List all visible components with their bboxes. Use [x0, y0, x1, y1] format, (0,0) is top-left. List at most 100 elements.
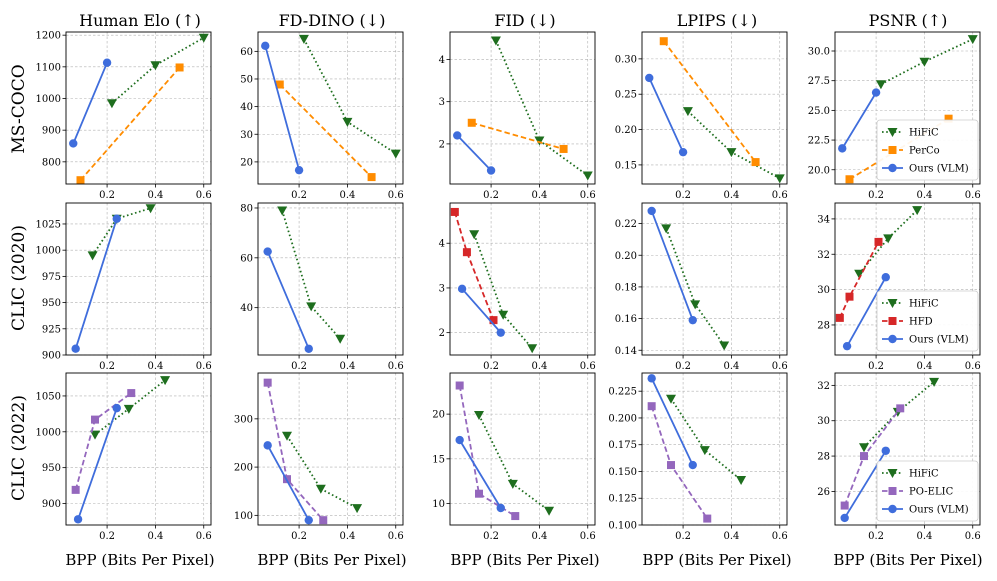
x-tick-label: 0.4 — [916, 190, 932, 201]
panel-frame — [449, 372, 596, 526]
data-point-ours-vlm — [647, 206, 656, 216]
data-point-hific — [527, 344, 538, 354]
y-tick-label: 900 — [42, 351, 61, 362]
panel-frame — [257, 372, 404, 526]
x-axis-labels: BPP (Bits Per Pixel) BPP (Bits Per Pixel… — [65, 551, 982, 569]
series-perco — [275, 80, 376, 182]
x-axis-label-col-5: BPP (Bits Per Pixel) — [833, 551, 982, 569]
series-line-ours-vlm — [650, 210, 694, 321]
legend-label-hific: HiFiC — [909, 128, 939, 139]
x-tick-label: 0.6 — [772, 531, 788, 542]
legend: HiFiC PerCo Ours (VLM) — [876, 119, 979, 181]
series-line-ours-vlm — [456, 134, 492, 172]
y-tick-label: 40 — [240, 303, 253, 314]
series-hific — [106, 33, 209, 109]
x-tick-label: 0.6 — [965, 531, 981, 542]
data-point-ours-vlm — [871, 88, 881, 97]
series-hific — [298, 34, 401, 159]
y-tick-label: 32 — [817, 250, 830, 261]
series-ours-vlm — [455, 435, 505, 513]
y-tick-label: 27.5 — [808, 76, 830, 87]
data-point-ours-vlm — [486, 166, 496, 175]
data-point-ours-vlm — [453, 131, 462, 140]
panel-r2-c0: 0.2 0.4 0.6 900 950 1000 1050 — [36, 372, 212, 542]
x-tick-label: 0.2 — [99, 361, 115, 372]
y-tick-label: 0.150 — [608, 467, 637, 478]
series-line-po-elic — [74, 392, 132, 491]
y-tick-label: 30 — [817, 285, 830, 296]
data-point-hific — [352, 504, 363, 514]
col-title-psnr: PSNR (↑) — [869, 11, 948, 30]
y-tick-label: 3 — [439, 283, 445, 294]
data-point-hific — [106, 99, 117, 109]
y-tick-label: 0.30 — [615, 54, 637, 65]
data-point-ours-vlm — [842, 341, 852, 351]
x-tick-label: 0.6 — [580, 361, 596, 372]
x-tick-label: 0.6 — [580, 190, 596, 201]
col-title-lpips: LPIPS (↓) — [677, 11, 757, 30]
data-point-ours-vlm — [112, 403, 121, 413]
legend: HiFiC HFD Ours (VLM) — [876, 290, 979, 352]
x-tick-label: 0.2 — [675, 361, 691, 372]
data-point-hific — [666, 394, 676, 404]
legend-marker-hific — [887, 299, 898, 308]
panel-frame — [449, 202, 596, 356]
data-point-po-elic — [71, 485, 80, 494]
data-point-ours-vlm — [688, 315, 697, 325]
legend-marker-perco — [888, 146, 897, 154]
data-point-hific — [315, 484, 326, 494]
y-tick-label: 2 — [439, 328, 445, 339]
y-tick-label: 1025 — [36, 219, 61, 230]
series-line-hific — [687, 110, 781, 180]
legend-box — [876, 290, 979, 352]
data-point-hific — [544, 506, 555, 516]
series-line-ours-vlm — [266, 444, 310, 521]
x-tick-label: 0.4 — [339, 190, 355, 201]
x-tick-label: 0.4 — [531, 361, 547, 372]
series-line-hific — [858, 209, 918, 275]
x-axis-label-col-1: BPP (Bits Per Pixel) — [65, 551, 214, 569]
series-line-po-elic — [458, 385, 516, 517]
data-point-hific — [335, 334, 346, 344]
x-tick-label: 0.2 — [291, 361, 307, 372]
series-line-ours-vlm — [266, 251, 310, 350]
data-point-hific — [160, 376, 171, 386]
data-point-hific — [390, 149, 401, 159]
series-line-hific — [303, 38, 397, 155]
panel-r2-c1: 0.2 0.4 0.6 100 200 300 — [234, 372, 404, 542]
legend-marker-po-elic — [888, 487, 897, 495]
x-tick-label: 0.6 — [196, 190, 212, 201]
data-point-perco — [751, 158, 760, 167]
x-tick-label: 0.6 — [388, 531, 404, 542]
data-point-hific — [87, 251, 98, 261]
x-tick-label: 0.4 — [147, 190, 163, 201]
series-ours-vlm — [838, 88, 881, 153]
data-point-ours-vlm — [263, 441, 272, 450]
x-tick-label: 0.4 — [916, 361, 932, 372]
data-point-ours-vlm — [645, 73, 654, 83]
y-tick-label: 1050 — [36, 391, 61, 402]
data-point-hific — [726, 148, 737, 158]
y-tick-label: 1000 — [36, 94, 61, 105]
series-hific — [282, 431, 363, 514]
series-line-hfd — [838, 241, 880, 319]
data-point-hific — [719, 341, 730, 351]
data-point-ours-vlm — [73, 515, 83, 524]
x-tick-label: 0.2 — [483, 531, 499, 542]
data-point-perco — [845, 175, 854, 184]
data-point-perco — [559, 144, 568, 153]
data-point-po-elic — [667, 461, 675, 470]
series-ours-vlm — [647, 374, 697, 470]
series-line-hific — [111, 36, 205, 104]
y-tick-label: 0.20 — [615, 251, 637, 262]
series-ours-vlm — [73, 403, 121, 524]
x-tick-label: 0.6 — [388, 361, 404, 372]
panel-r1-c2: 0.2 0.4 0.6 2 3 4 — [439, 202, 596, 372]
legend-box — [876, 119, 979, 181]
series-line-ours-vlm — [458, 439, 502, 509]
data-point-hific — [342, 117, 353, 127]
y-tick-label: 100 — [234, 511, 253, 522]
panel-r1-c3: 0.2 0.4 0.6 0.14 0.16 0.18 0.20 0.22 — [615, 202, 788, 372]
y-tick-label: 3 — [439, 97, 445, 108]
